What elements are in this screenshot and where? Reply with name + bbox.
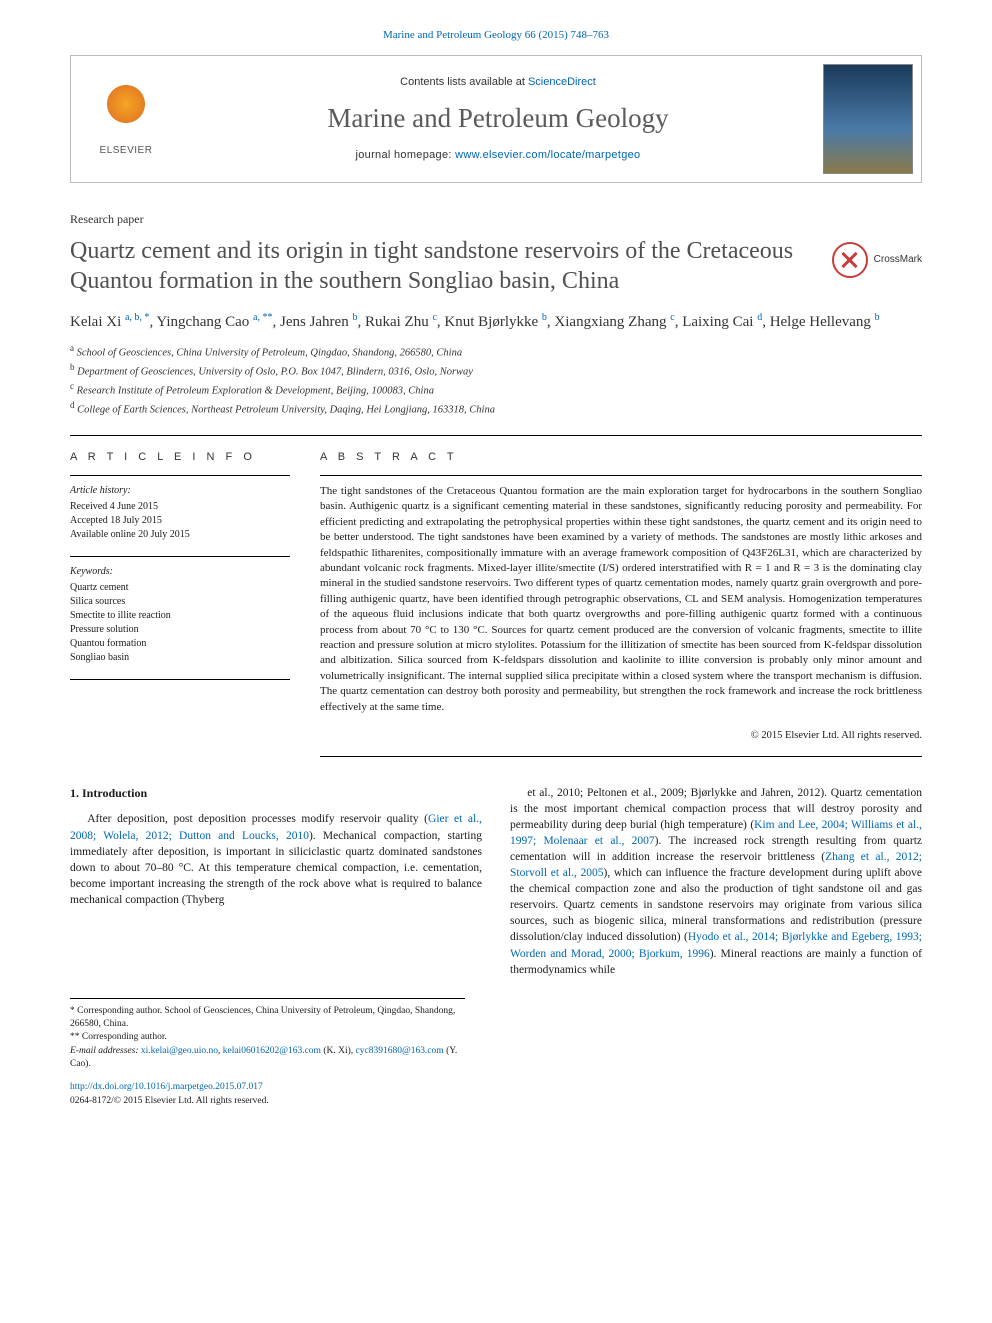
publisher-name: ELSEVIER: [100, 144, 153, 158]
article-body: 1. Introduction After deposition, post d…: [70, 785, 922, 978]
body-paragraph: After deposition, post deposition proces…: [70, 811, 482, 908]
article-info-sidebar: A R T I C L E I N F O Article history: R…: [70, 436, 290, 757]
keywords-label: Keywords:: [70, 565, 290, 579]
email-addresses: E-mail addresses: xi.kelai@geo.uio.no, k…: [70, 1045, 465, 1072]
right-column: et al., 2010; Peltonen et al., 2009; Bjø…: [510, 785, 922, 978]
corresponding-author-note: * Corresponding author. School of Geosci…: [70, 1005, 465, 1032]
crossmark-icon: [832, 242, 868, 278]
journal-citation: Marine and Petroleum Geology 66 (2015) 7…: [0, 0, 992, 55]
keywords: Quartz cementSilica sourcesSmectite to i…: [70, 581, 290, 665]
email-link[interactable]: xi.kelai@geo.uio.no: [141, 1046, 218, 1056]
doi-link[interactable]: http://dx.doi.org/10.1016/j.marpetgeo.20…: [70, 1082, 263, 1092]
body-paragraph: et al., 2010; Peltonen et al., 2009; Bjø…: [510, 785, 922, 978]
article-type: Research paper: [70, 211, 922, 228]
crossmark-label: CrossMark: [874, 253, 922, 267]
elsevier-tree-icon: [96, 80, 156, 140]
divider: [70, 556, 290, 557]
sciencedirect-link[interactable]: ScienceDirect: [528, 76, 596, 88]
crossmark-badge[interactable]: CrossMark: [832, 242, 922, 278]
history-label: Article history:: [70, 484, 290, 498]
journal-name: Marine and Petroleum Geology: [327, 100, 668, 138]
corresponding-author-note: ** Corresponding author.: [70, 1031, 465, 1044]
journal-cover-thumbnail[interactable]: [823, 64, 913, 174]
abstract-copyright: © 2015 Elsevier Ltd. All rights reserved…: [320, 729, 922, 744]
doi-block: http://dx.doi.org/10.1016/j.marpetgeo.20…: [70, 1081, 922, 1108]
journal-homepage: journal homepage: www.elsevier.com/locat…: [356, 148, 641, 163]
abstract-heading: A B S T R A C T: [320, 450, 922, 465]
abstract-section: A B S T R A C T The tight sandstones of …: [320, 436, 922, 757]
contents-available: Contents lists available at ScienceDirec…: [400, 75, 596, 90]
left-column: 1. Introduction After deposition, post d…: [70, 785, 482, 978]
affiliation-list: a School of Geosciences, China Universit…: [70, 342, 922, 419]
journal-header: ELSEVIER Contents lists available at Sci…: [70, 55, 922, 183]
section-heading: 1. Introduction: [70, 785, 482, 802]
divider: [320, 475, 922, 476]
abstract-text: The tight sandstones of the Cretaceous Q…: [320, 484, 922, 715]
article-info-heading: A R T I C L E I N F O: [70, 450, 290, 465]
header-center: Contents lists available at ScienceDirec…: [181, 56, 815, 182]
article-history: Received 4 June 2015Accepted 18 July 201…: [70, 500, 290, 542]
divider: [70, 475, 290, 476]
divider: [70, 679, 290, 680]
homepage-link[interactable]: www.elsevier.com/locate/marpetgeo: [455, 149, 640, 161]
journal-citation-link[interactable]: Marine and Petroleum Geology 66 (2015) 7…: [383, 29, 609, 41]
article-title: Quartz cement and its origin in tight sa…: [70, 236, 812, 296]
issn-copyright: 0264-8172/© 2015 Elsevier Ltd. All right…: [70, 1096, 269, 1106]
email-link[interactable]: cyc8391680@163.com: [356, 1046, 444, 1056]
divider: [320, 756, 922, 757]
author-list: Kelai Xi a, b, *, Yingchang Cao a, **, J…: [70, 310, 922, 334]
email-link[interactable]: kelai06016202@163.com: [223, 1046, 321, 1056]
footnotes: * Corresponding author. School of Geosci…: [70, 998, 465, 1071]
publisher-logo[interactable]: ELSEVIER: [71, 56, 181, 182]
